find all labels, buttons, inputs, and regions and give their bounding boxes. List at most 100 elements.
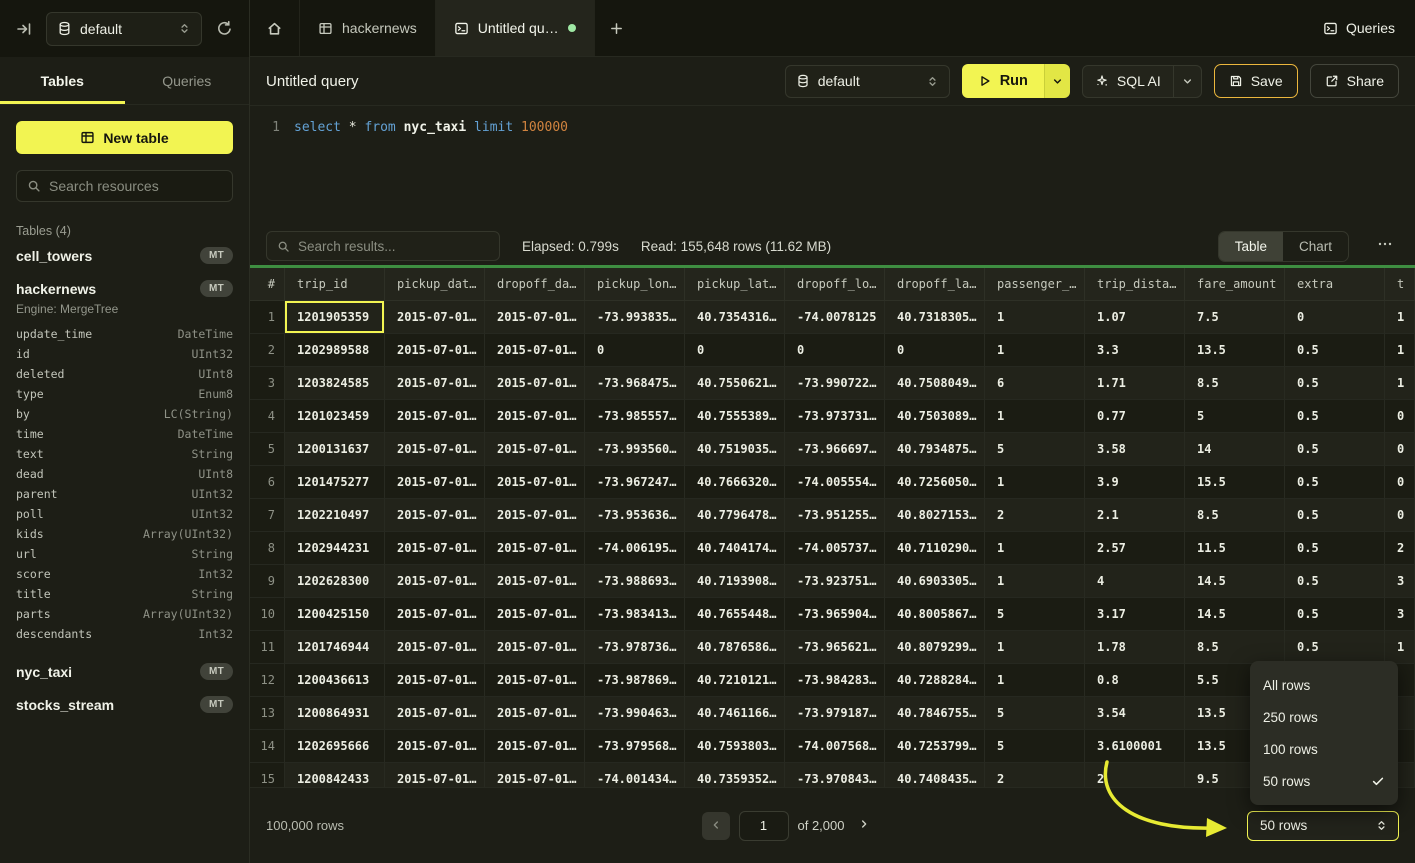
table-cell[interactable]: 1 <box>985 334 1085 367</box>
table-cell[interactable]: 2015-07-01… <box>485 301 585 334</box>
column-header[interactable]: trip_id <box>285 268 385 301</box>
table-cell[interactable]: 40.7193908… <box>685 565 785 598</box>
column-header[interactable]: pickup_dat… <box>385 268 485 301</box>
save-button[interactable]: Save <box>1213 64 1298 98</box>
new-tab-button[interactable] <box>595 0 638 56</box>
sql-ai-button[interactable]: SQL AI <box>1083 66 1173 97</box>
column-row[interactable]: text String <box>16 444 233 464</box>
run-options-button[interactable] <box>1043 64 1070 98</box>
table-cell[interactable]: 40.7876586… <box>685 631 785 664</box>
table-cell[interactable]: 2015-07-01… <box>485 697 585 730</box>
table-cell[interactable]: 40.7555389… <box>685 400 785 433</box>
page-size-option[interactable]: All rows <box>1250 669 1398 701</box>
table-cell[interactable]: 1200436613 <box>285 664 385 697</box>
table-cell[interactable]: 11.5 <box>1185 532 1285 565</box>
share-button[interactable]: Share <box>1309 64 1399 98</box>
table-cell[interactable]: 2015-07-01… <box>385 301 485 334</box>
table-cell[interactable]: 2 <box>985 763 1085 787</box>
table-cell[interactable]: -73.923751… <box>785 565 885 598</box>
tab-hackernews[interactable]: hackernews <box>300 0 436 56</box>
table-cell[interactable]: 2015-07-01… <box>385 730 485 763</box>
table-cell[interactable]: 2015-07-01… <box>385 334 485 367</box>
table-cell[interactable]: -73.979568… <box>585 730 685 763</box>
table-cell[interactable]: 8.5 <box>1185 367 1285 400</box>
table-cell[interactable]: 2015-07-01… <box>385 466 485 499</box>
table-cell[interactable]: -74.007568… <box>785 730 885 763</box>
table-cell[interactable]: -74.005554… <box>785 466 885 499</box>
table-cell[interactable]: 3.58 <box>1085 433 1185 466</box>
table-cell[interactable]: 40.7519035… <box>685 433 785 466</box>
table-cell[interactable]: 1201746944 <box>285 631 385 664</box>
table-cell[interactable]: 0.5 <box>1285 400 1385 433</box>
view-toggle-table[interactable]: Table <box>1218 231 1283 261</box>
search-results-input[interactable] <box>298 238 489 254</box>
table-cell[interactable]: 8.5 <box>1185 499 1285 532</box>
table-cell[interactable]: 0 <box>1385 466 1415 499</box>
column-row[interactable]: title String <box>16 584 233 604</box>
table-cell[interactable]: 1200842433 <box>285 763 385 787</box>
table-cell[interactable]: 1202989588 <box>285 334 385 367</box>
table-cell[interactable]: 2015-07-01… <box>485 664 585 697</box>
table-cell[interactable]: 0.5 <box>1285 532 1385 565</box>
column-row[interactable]: parent UInt32 <box>16 484 233 504</box>
table-cell[interactable]: 1 <box>1385 334 1415 367</box>
page-size-option[interactable]: 50 rows <box>1250 765 1398 797</box>
table-cell[interactable]: -73.979187… <box>785 697 885 730</box>
table-cell[interactable]: -73.983413… <box>585 598 685 631</box>
table-cell[interactable]: 0 <box>685 334 785 367</box>
table-cell[interactable]: 2015-07-01… <box>385 367 485 400</box>
table-cell[interactable]: 3.54 <box>1085 697 1185 730</box>
table-cell[interactable]: 2015-07-01… <box>485 466 585 499</box>
table-cell[interactable]: -73.968475… <box>585 367 685 400</box>
table-cell[interactable]: 0 <box>1285 301 1385 334</box>
table-cell[interactable]: 4 <box>1085 565 1185 598</box>
table-cell[interactable]: -73.951255… <box>785 499 885 532</box>
column-header[interactable]: # <box>250 268 285 301</box>
table-cell[interactable]: 1 <box>985 301 1085 334</box>
sidebar-tab-queries[interactable]: Queries <box>162 72 212 89</box>
table-cell[interactable]: 2015-07-01… <box>385 499 485 532</box>
table-cell[interactable]: 0.8 <box>1085 664 1185 697</box>
table-cell[interactable]: 5 <box>985 433 1085 466</box>
column-header[interactable]: pickup_lat… <box>685 268 785 301</box>
column-header[interactable]: dropoff_da… <box>485 268 585 301</box>
table-cell[interactable]: -73.984283… <box>785 664 885 697</box>
view-toggle-chart[interactable]: Chart <box>1283 232 1348 261</box>
sql-editor[interactable]: 1 select * from nyc_taxi limit 100000 <box>250 106 1415 227</box>
sidebar-tab-tables[interactable]: Tables <box>0 57 125 104</box>
table-cell[interactable]: 1201905359 <box>285 301 385 334</box>
table-cell[interactable]: -73.990463… <box>585 697 685 730</box>
table-cell[interactable]: 0 <box>885 334 985 367</box>
table-cell[interactable]: 40.7593803… <box>685 730 785 763</box>
table-cell[interactable]: 0.5 <box>1285 466 1385 499</box>
column-row[interactable]: score Int32 <box>16 564 233 584</box>
table-cell[interactable]: 5 <box>985 730 1085 763</box>
table-cell[interactable]: 40.7508049… <box>885 367 985 400</box>
table-cell[interactable]: 2015-07-01… <box>485 598 585 631</box>
table-cell[interactable]: 40.7359352… <box>685 763 785 787</box>
table-cell[interactable]: 40.6903305… <box>885 565 985 598</box>
table-cell[interactable]: 1 <box>1385 367 1415 400</box>
column-header[interactable]: trip_dista… <box>1085 268 1185 301</box>
column-row[interactable]: url String <box>16 544 233 564</box>
table-cell[interactable]: 5 <box>985 598 1085 631</box>
table-cell[interactable]: 40.7354316… <box>685 301 785 334</box>
table-cell[interactable]: 1.07 <box>1085 301 1185 334</box>
table-cell[interactable]: 14.5 <box>1185 565 1285 598</box>
column-header[interactable]: passenger_… <box>985 268 1085 301</box>
column-row[interactable]: poll UInt32 <box>16 504 233 524</box>
column-row[interactable]: descendants Int32 <box>16 624 233 644</box>
table-list-item[interactable]: stocks_stream MT <box>16 687 233 720</box>
table-cell[interactable]: 40.7666320… <box>685 466 785 499</box>
table-cell[interactable]: -73.988693… <box>585 565 685 598</box>
table-cell[interactable]: 2015-07-01… <box>385 763 485 787</box>
table-cell[interactable]: 0 <box>785 334 885 367</box>
table-cell[interactable]: 14 <box>1185 433 1285 466</box>
table-cell[interactable]: 2015-07-01… <box>485 631 585 664</box>
table-cell[interactable]: 13.5 <box>1185 334 1285 367</box>
table-cell[interactable]: 2015-07-01… <box>385 598 485 631</box>
column-row[interactable]: id UInt32 <box>16 344 233 364</box>
table-cell[interactable]: 40.7503089… <box>885 400 985 433</box>
table-cell[interactable]: -73.978736… <box>585 631 685 664</box>
table-cell[interactable]: -73.973731… <box>785 400 885 433</box>
